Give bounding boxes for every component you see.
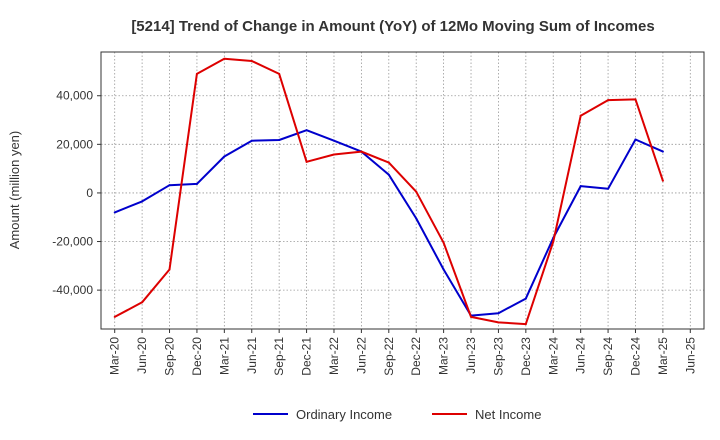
x-tick-label: Dec-23 (519, 337, 533, 376)
net-income-point (415, 190, 418, 193)
x-tick-label: Sep-20 (163, 337, 177, 376)
x-tick-label: Dec-24 (628, 337, 642, 376)
ordinary-income-point (168, 184, 171, 187)
x-tick-label: Mar-23 (437, 337, 451, 375)
ordinary-income-point (250, 139, 253, 142)
chart-title: [5214] Trend of Change in Amount (YoY) o… (131, 18, 654, 35)
plot-frame (100, 51, 705, 330)
x-tick-label: Dec-21 (300, 337, 314, 376)
net-income-point (607, 99, 610, 102)
net-income-point (223, 57, 226, 60)
x-tick-label: Sep-21 (272, 337, 286, 376)
x-tick-label: Sep-24 (601, 337, 615, 376)
net-income-point (579, 114, 582, 117)
ordinary-income-point (195, 182, 198, 185)
ordinary-income-point (442, 268, 445, 271)
x-tick-label: Jun-22 (354, 337, 368, 374)
ordinary-income-point (141, 200, 144, 203)
net-income-point (113, 315, 116, 318)
net-income-point (195, 72, 198, 75)
x-tick-label: Jun-25 (683, 337, 697, 374)
ordinary-income-point (332, 139, 335, 142)
x-tick-label: Jun-24 (574, 337, 588, 374)
y-tick-label: 0 (86, 186, 93, 200)
ordinary-income-point (415, 217, 418, 220)
ordinary-income-point (634, 138, 637, 141)
ordinary-income-point (223, 155, 226, 158)
net-income-legend-label: Net Income (475, 407, 541, 422)
ordinary-income-legend-label: Ordinary Income (296, 407, 392, 422)
net-income-point (360, 150, 363, 153)
y-tick-label: 20,000 (56, 137, 93, 151)
y-axis-ticks: -40,000 -20,000 0 20,000 40,000 (52, 89, 101, 297)
x-tick-label: Mar-25 (656, 337, 670, 375)
net-income-point (552, 240, 555, 243)
net-income-point (250, 59, 253, 62)
y-tick-label: -20,000 (52, 235, 93, 249)
ordinary-income-point (661, 150, 664, 153)
x-tick-label: Sep-23 (491, 337, 505, 376)
net-income-point (141, 301, 144, 304)
net-income-point (168, 268, 171, 271)
net-income-point (387, 161, 390, 164)
grid (101, 52, 704, 329)
net-income-point (661, 179, 664, 182)
x-tick-label: Mar-21 (217, 337, 231, 375)
net-income-point (442, 241, 445, 244)
ordinary-income-point (387, 173, 390, 176)
x-tick-label: Mar-22 (327, 337, 341, 375)
x-tick-label: Mar-24 (546, 337, 560, 375)
ordinary-income-point (113, 211, 116, 214)
ordinary-income-point (579, 185, 582, 188)
y-tick-label: 40,000 (56, 89, 93, 103)
x-tick-label: Sep-22 (382, 337, 396, 376)
ordinary-income-point (305, 129, 308, 132)
y-axis-label: Amount (million yen) (7, 131, 22, 250)
net-income-point (634, 98, 637, 101)
ordinary-income-point (607, 187, 610, 190)
x-tick-label: Jun-21 (245, 337, 259, 374)
x-tick-label: Jun-23 (464, 337, 478, 374)
net-income-point (332, 153, 335, 156)
x-tick-label: Jun-20 (135, 337, 149, 374)
net-income-point (497, 321, 500, 324)
net-income-point (305, 160, 308, 163)
ordinary-income-point (524, 297, 527, 300)
x-tick-label: Mar-20 (108, 337, 122, 375)
ordinary-income-point (497, 312, 500, 315)
net-income-point (470, 315, 473, 318)
net-income-point (524, 323, 527, 326)
x-tick-label: Dec-22 (409, 337, 423, 376)
x-tick-label: Dec-20 (190, 337, 204, 376)
legend: Ordinary Income Net Income (253, 407, 541, 422)
series-layer (113, 57, 664, 326)
net-income-point (278, 72, 281, 75)
x-axis-ticks: Mar-20 Jun-20 Sep-20 Dec-20 Mar-21 Jun-21 Sep-… (108, 329, 697, 376)
ordinary-income-point (278, 138, 281, 141)
y-tick-label: -40,000 (52, 283, 93, 297)
